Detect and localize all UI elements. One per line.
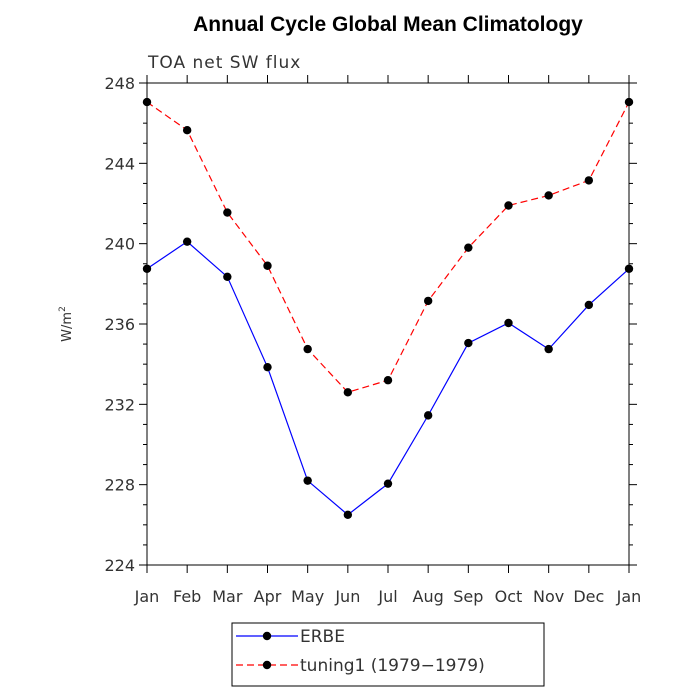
plot-frame bbox=[146, 82, 630, 566]
data-point bbox=[504, 318, 513, 328]
data-point bbox=[142, 264, 152, 273]
data-point bbox=[383, 376, 393, 385]
y-tick-label: 228 bbox=[104, 476, 135, 495]
y-tick-label: 248 bbox=[104, 74, 135, 93]
x-tick-label: Sep bbox=[453, 587, 483, 606]
x-tick-label: Jul bbox=[377, 587, 397, 606]
data-point bbox=[223, 208, 232, 217]
data-point bbox=[303, 344, 312, 354]
x-tick-label: Oct bbox=[495, 587, 523, 606]
data-point bbox=[343, 510, 353, 519]
chart-title: Annual Cycle Global Mean Climatology bbox=[193, 13, 583, 36]
data-point bbox=[263, 261, 272, 270]
data-point bbox=[182, 237, 192, 246]
data-point bbox=[544, 344, 553, 354]
y-axis-label: W/m2 bbox=[58, 306, 75, 342]
data-point bbox=[544, 191, 553, 200]
legend-label: ERBE bbox=[300, 627, 345, 647]
y-tick-label: 232 bbox=[104, 395, 135, 414]
data-point bbox=[182, 125, 192, 135]
x-tick-label: Dec bbox=[573, 587, 604, 606]
data-point bbox=[504, 201, 513, 210]
series-layer bbox=[142, 97, 634, 519]
data-point bbox=[584, 300, 594, 310]
legend-box bbox=[231, 622, 545, 687]
x-tick-label: Mar bbox=[212, 587, 243, 606]
data-point bbox=[464, 243, 473, 252]
x-tick-label: Jan bbox=[616, 587, 642, 606]
y-tick-label: 240 bbox=[104, 235, 135, 254]
x-tick-label: Feb bbox=[173, 587, 201, 606]
y-tick-label: 224 bbox=[104, 556, 135, 575]
x-tick-label: May bbox=[291, 587, 324, 606]
series-line-1 bbox=[146, 101, 630, 393]
chart-subtitle: TOA net SW flux bbox=[147, 53, 301, 73]
data-point bbox=[343, 388, 353, 397]
data-point bbox=[464, 338, 473, 348]
legend-label: tuning1 (1979−1979) bbox=[300, 656, 485, 676]
data-point bbox=[142, 97, 152, 107]
data-point bbox=[383, 479, 393, 488]
y-tick-label: 236 bbox=[104, 315, 135, 334]
y-axis: 224 228 232 236 240 244 248 bbox=[104, 74, 637, 575]
data-point bbox=[263, 362, 272, 372]
legend-marker bbox=[262, 631, 272, 641]
x-tick-label: Aug bbox=[413, 587, 444, 606]
data-point bbox=[624, 97, 634, 107]
x-tick-label: Jan bbox=[134, 587, 160, 606]
x-axis: Jan Feb Mar Apr May Jun Jul Aug Sep Oct Nov Dec Jan bbox=[134, 75, 642, 606]
legend: ERBE tuning1 (1979−1979) bbox=[231, 622, 545, 687]
data-point bbox=[584, 176, 594, 185]
data-point bbox=[624, 264, 634, 273]
data-point bbox=[423, 411, 433, 420]
data-point bbox=[423, 296, 433, 306]
legend-marker bbox=[262, 660, 272, 670]
x-tick-label: Apr bbox=[254, 587, 282, 606]
data-point bbox=[223, 272, 232, 282]
x-tick-label: Nov bbox=[533, 587, 564, 606]
x-tick-label: Jun bbox=[334, 587, 360, 606]
data-point bbox=[303, 476, 312, 485]
y-tick-label: 244 bbox=[104, 154, 135, 173]
